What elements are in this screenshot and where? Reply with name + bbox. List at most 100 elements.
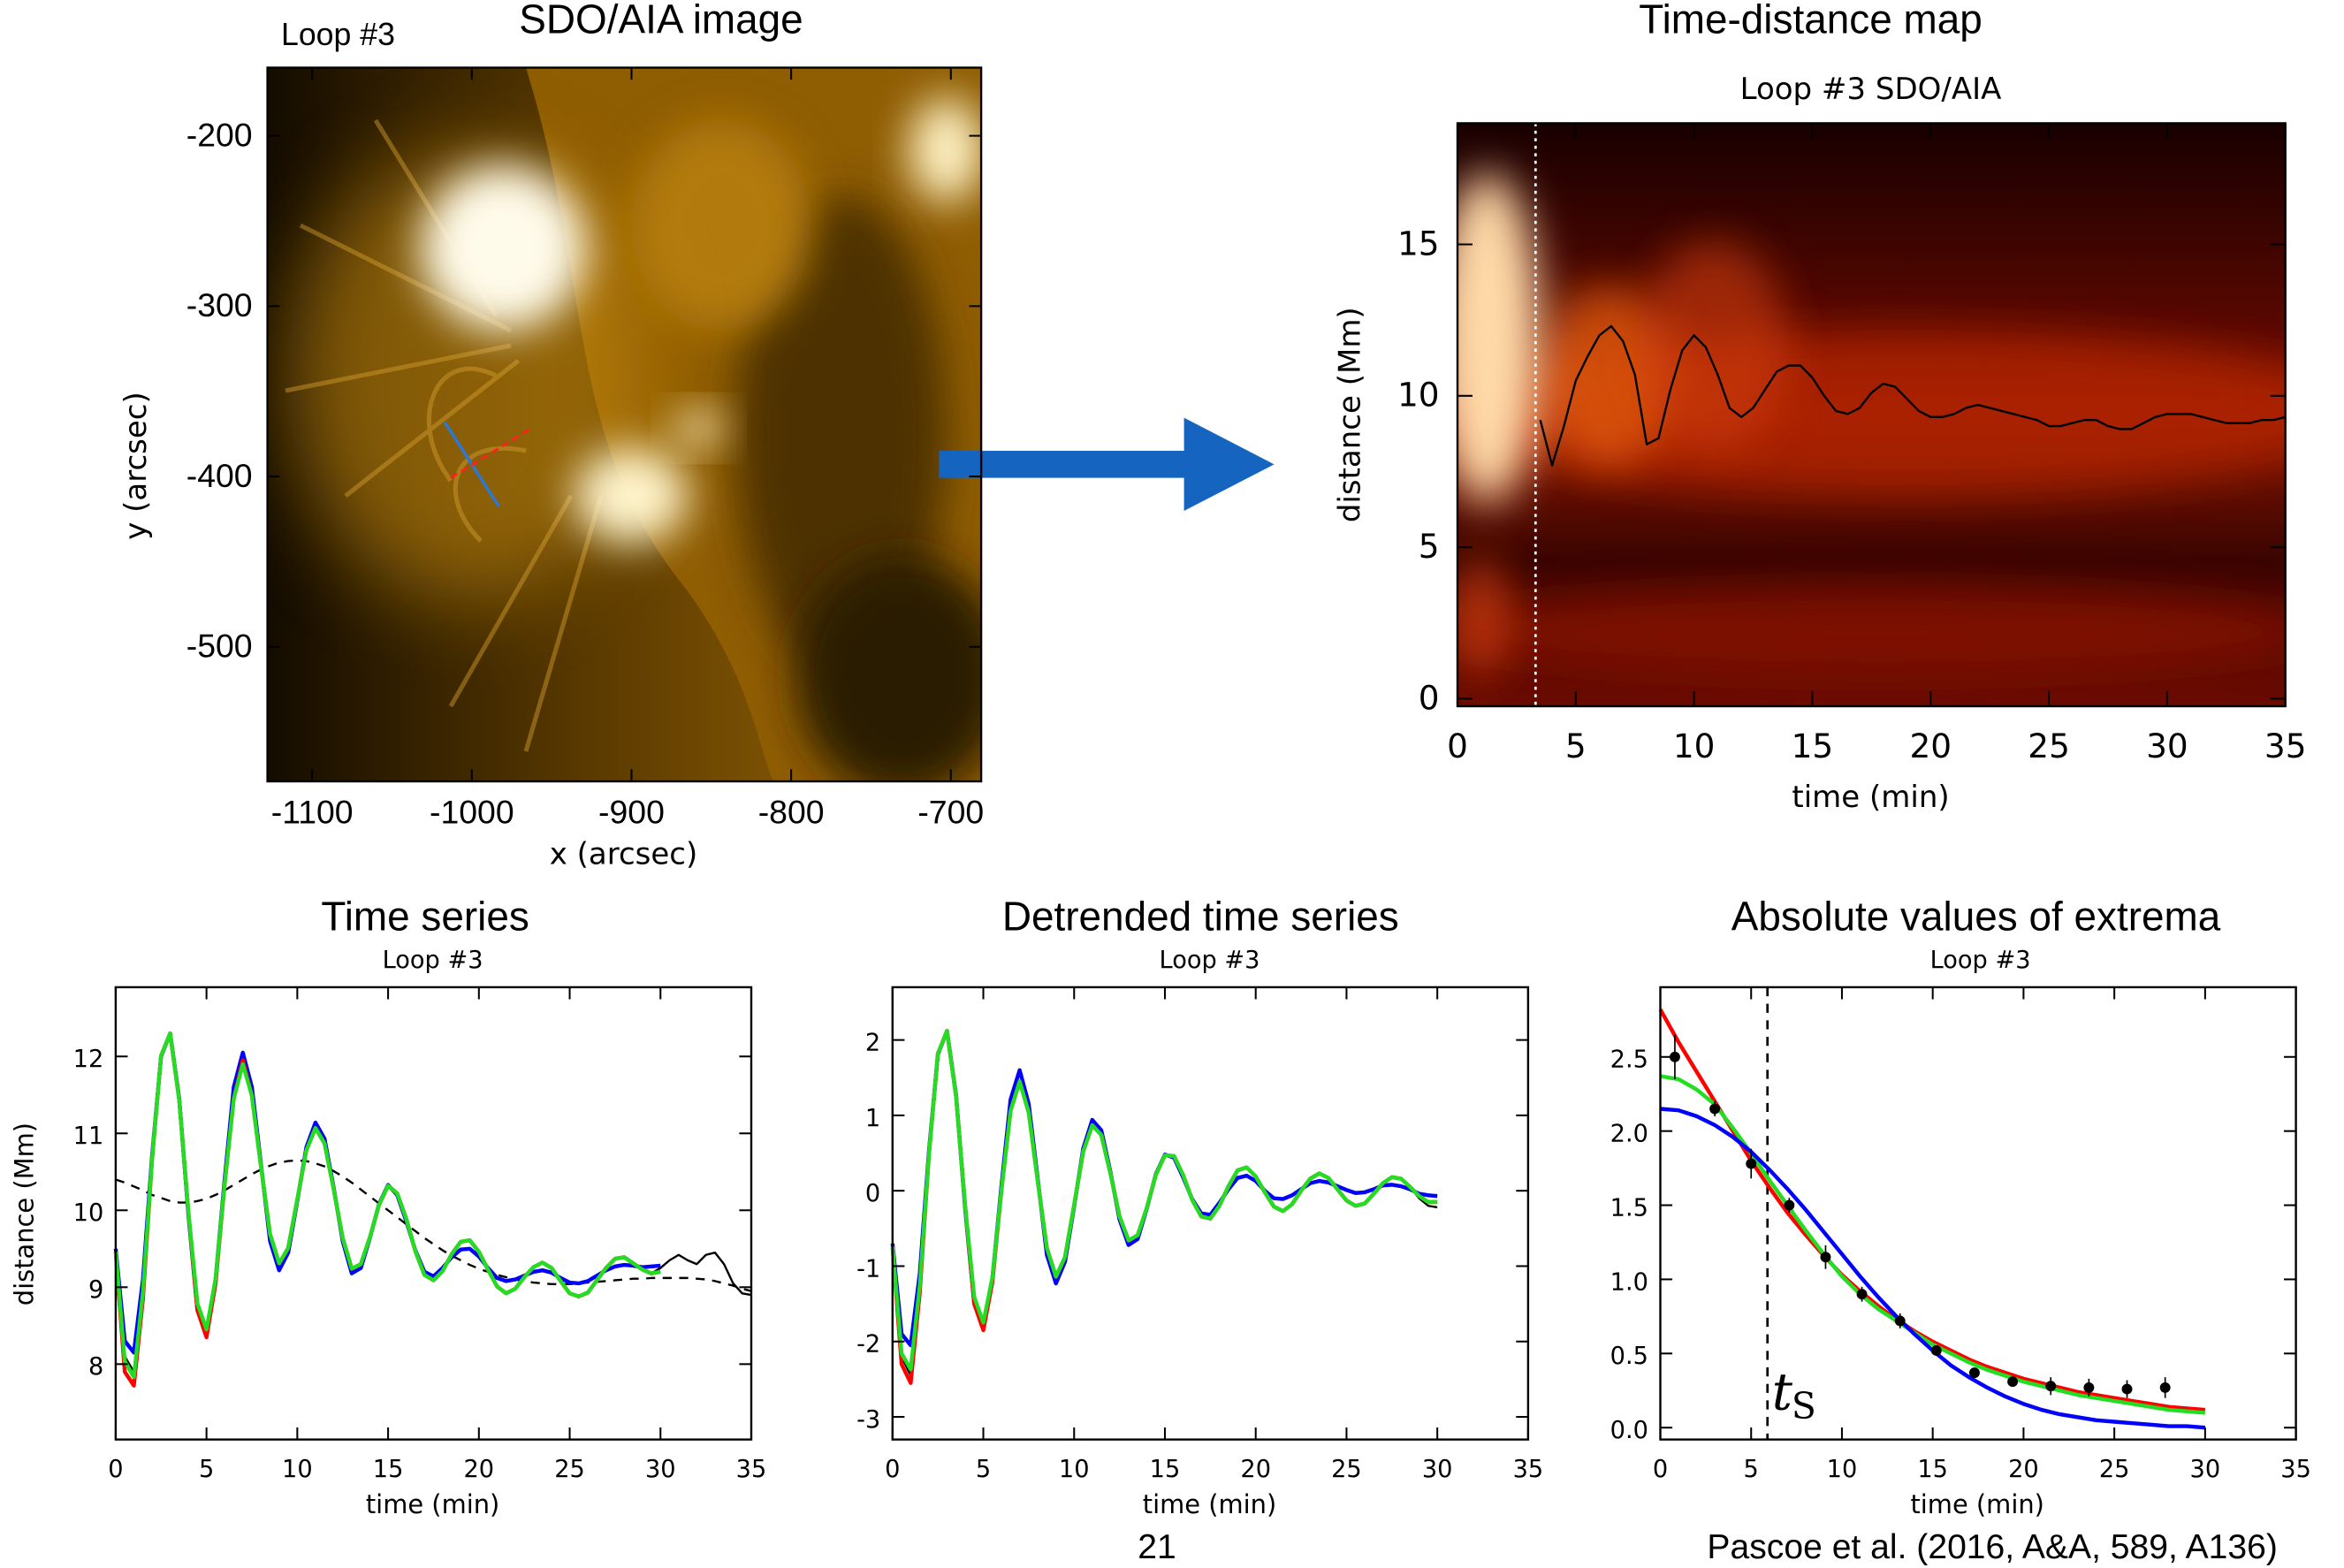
x-tick-label: 0	[885, 1456, 900, 1483]
chart-subtitle: Loop #3	[1930, 947, 2031, 974]
data-line	[1660, 1074, 2206, 1415]
data-point	[2045, 1381, 2057, 1392]
x-tick-label: 5	[976, 1456, 991, 1483]
chart-title: Time series	[321, 893, 529, 939]
y-tick-label: 11	[73, 1123, 104, 1150]
x-tick-label: -1100	[271, 794, 354, 831]
y-tick-label: -300	[186, 286, 253, 323]
x-tick-label: 0	[108, 1456, 123, 1483]
y-tick-label: -1	[856, 1255, 880, 1283]
x-tick-label: 15	[1917, 1456, 1948, 1483]
x-tick-label: 5	[1565, 727, 1587, 765]
x-tick-label: 0	[1447, 727, 1468, 765]
data-point	[2121, 1383, 2133, 1395]
x-tick-label: 30	[2190, 1456, 2221, 1483]
chart-title: Time-distance map	[1639, 0, 1983, 42]
page-number: 21	[1138, 1528, 1176, 1566]
x-tick-label: 30	[1422, 1456, 1453, 1483]
x-tick-label: -700	[917, 794, 984, 831]
y-tick-label: 5	[1419, 527, 1440, 566]
x-tick-label: 30	[2146, 727, 2188, 765]
y-tick-label: 8	[88, 1353, 103, 1381]
x-tick-label: 10	[282, 1456, 313, 1483]
x-tick-label: 25	[2028, 727, 2070, 765]
x-tick-label: 15	[373, 1456, 404, 1483]
y-tick-label: -3	[856, 1406, 880, 1434]
x-axis-label: time (min)	[1143, 1489, 1276, 1519]
y-tick-label: 9	[88, 1276, 103, 1304]
x-tick-label: 10	[1827, 1456, 1858, 1483]
y-tick-label: 15	[1397, 224, 1440, 263]
plot-frame	[891, 986, 1530, 1441]
data-line	[1660, 1107, 2206, 1430]
y-tick-label: 1.0	[1610, 1268, 1648, 1296]
y-tick-label: 1	[865, 1105, 880, 1132]
x-tick-label: 15	[1150, 1456, 1181, 1483]
data-line	[113, 1031, 661, 1380]
data-point	[2007, 1376, 2019, 1388]
x-tick-label: 15	[1792, 727, 1834, 765]
y-axis-label: y (arcsec)	[118, 392, 154, 540]
citation: Pascoe et al. (2016, A&A, 589, A136)	[1707, 1528, 2277, 1566]
x-tick-label: -900	[598, 794, 665, 831]
data-line	[1539, 324, 2286, 467]
y-tick-label: 2	[865, 1030, 880, 1057]
x-tick-label: -800	[758, 794, 825, 831]
y-tick-label: 12	[73, 1046, 104, 1073]
y-tick-label: 0	[865, 1180, 880, 1207]
chart-title: Detrended time series	[1002, 893, 1399, 939]
data-point	[1894, 1315, 1906, 1327]
x-tick-label: -1000	[430, 794, 514, 831]
x-tick-label: 25	[554, 1456, 585, 1483]
x-tick-label: 5	[199, 1456, 214, 1483]
y-tick-label: -500	[186, 628, 253, 665]
data-point	[1784, 1199, 1795, 1211]
data-point	[2083, 1382, 2095, 1393]
y-tick-label: 0	[1419, 678, 1440, 717]
plot-frame	[1456, 122, 2287, 708]
x-axis-label: time (min)	[1792, 780, 1949, 815]
map-image	[1457, 123, 2286, 707]
panel-label: Loop #3	[281, 17, 395, 52]
chart-subtitle: Loop #3 SDO/AIA	[1740, 72, 2002, 107]
x-axis-label: x (arcsec)	[550, 837, 698, 872]
x-tick-label: 35	[2264, 727, 2307, 765]
x-tick-label: 30	[645, 1456, 676, 1483]
x-tick-label: 20	[2008, 1456, 2039, 1483]
y-tick-label: 10	[1397, 376, 1440, 415]
data-point	[1746, 1158, 1757, 1169]
x-tick-label: 0	[1653, 1456, 1668, 1483]
plot-frame	[266, 66, 983, 783]
chart-subtitle: Loop #3	[1160, 947, 1260, 974]
y-tick-label: 0.0	[1610, 1417, 1648, 1444]
reference-label-subscript: S	[1792, 1385, 1816, 1427]
x-tick-label: 35	[1513, 1456, 1544, 1483]
y-tick-label: -200	[186, 117, 253, 154]
x-tick-label: 5	[1744, 1456, 1759, 1483]
y-axis-label: distance (Mm)	[1333, 307, 1368, 522]
x-tick-label: 10	[1673, 727, 1716, 765]
data-line	[891, 1030, 1438, 1377]
x-tick-label: 10	[1059, 1456, 1090, 1483]
solar-image	[267, 67, 982, 782]
y-tick-label: -2	[856, 1331, 880, 1359]
data-point	[1968, 1367, 1980, 1379]
y-tick-label: 2.0	[1610, 1121, 1648, 1148]
x-tick-label: 20	[1909, 727, 1952, 765]
x-tick-label: 20	[1240, 1456, 1271, 1483]
data-point	[2159, 1382, 2171, 1393]
reference-label: t	[1772, 1362, 1793, 1422]
y-tick-label: -400	[186, 457, 253, 494]
plot-frame	[114, 986, 753, 1441]
x-tick-label: 35	[736, 1456, 767, 1483]
data-point	[1856, 1289, 1868, 1300]
x-axis-label: time (min)	[366, 1489, 499, 1519]
chart-title: SDO/AIA image	[519, 0, 803, 42]
y-tick-label: 1.5	[1610, 1194, 1648, 1222]
chart-title: Absolute values of extrema	[1731, 893, 2221, 939]
chart-subtitle: Loop #3	[383, 947, 483, 974]
data-point	[1709, 1103, 1721, 1115]
